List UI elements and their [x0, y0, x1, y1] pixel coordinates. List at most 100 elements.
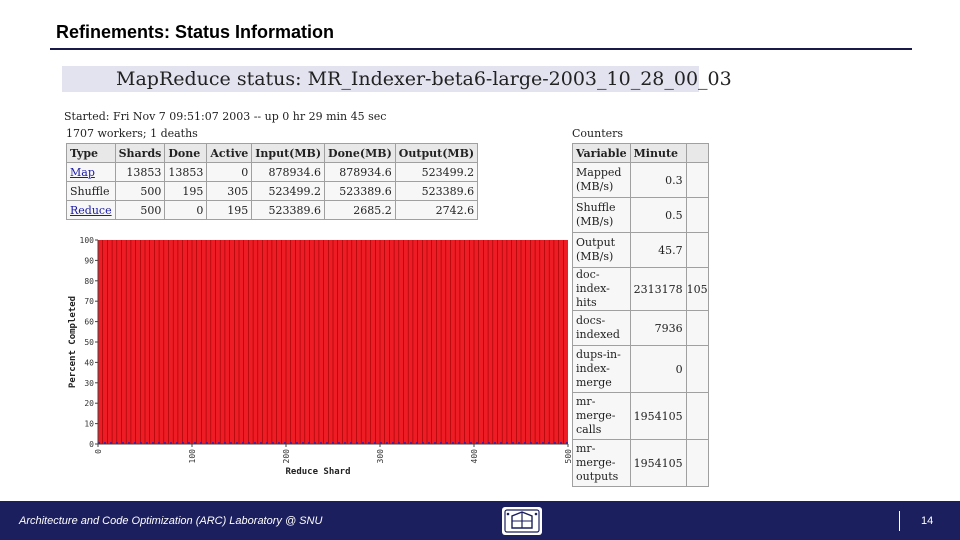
reduce-link[interactable]: Reduce: [67, 201, 115, 219]
y-tick-label: 40: [84, 358, 94, 367]
cell-output: 2742.6: [395, 201, 478, 219]
workers-line: 1707 workers; 1 deaths: [66, 127, 198, 140]
col-overflow: [686, 144, 708, 162]
table-row: Output (MB/s) 45.7: [573, 233, 708, 267]
university-seal-icon: [502, 507, 542, 535]
y-tick-label: 90: [84, 256, 94, 265]
col-active: Active: [207, 144, 252, 162]
counter-variable: doc-index-hits: [573, 268, 630, 310]
counters-table: Variable Minute Mapped (MB/s) 0.3 Shuffl…: [572, 143, 709, 487]
counter-minute: 0: [630, 346, 686, 392]
counters-title: Counters: [572, 127, 624, 140]
col-done-mb: Done(MB): [325, 144, 395, 162]
cell-input: 523499.2: [252, 182, 325, 200]
title-divider: [50, 48, 912, 50]
y-tick-label: 50: [84, 338, 94, 347]
cell-shards: 500: [115, 201, 165, 219]
y-tick-label: 80: [84, 277, 94, 286]
y-axis-label: Percent Completed: [68, 296, 78, 388]
cell-input: 878934.6: [252, 163, 325, 181]
page-number: 14: [921, 515, 934, 527]
y-tick-label: 70: [84, 297, 94, 306]
counter-minute: 1954105: [630, 440, 686, 486]
y-tick-label: 60: [84, 318, 94, 327]
col-variable: Variable: [573, 144, 630, 162]
cell-output: 523389.6: [395, 182, 478, 200]
cell-done: 195: [165, 182, 207, 200]
table-row: mr-merge-outputs 1954105: [573, 440, 708, 486]
y-tick-label: 20: [84, 399, 94, 408]
cell-shards: 13853: [115, 163, 165, 181]
slide-footer: Architecture and Code Optimization (ARC)…: [0, 501, 960, 540]
cell-input: 523389.6: [252, 201, 325, 219]
counter-minute: 7936: [630, 311, 686, 345]
table-row: doc-index-hits 2313178 105: [573, 268, 708, 310]
y-tick-label: 10: [84, 420, 94, 429]
x-tick-label: 100: [188, 449, 197, 464]
x-tick-label: 500: [564, 449, 573, 464]
cell-shards: 500: [115, 182, 165, 200]
counter-variable: Shuffle (MB/s): [573, 198, 630, 232]
counter-variable: Output (MB/s): [573, 233, 630, 267]
cell-done: 0: [165, 201, 207, 219]
col-shards: Shards: [115, 144, 165, 162]
table-row: Shuffle (MB/s) 0.5: [573, 198, 708, 232]
footer-lab-name: Architecture and Code Optimization (ARC)…: [19, 515, 323, 527]
status-heading: MapReduce status: MR_Indexer-beta6-large…: [116, 68, 732, 90]
phase-table-header: Type Shards Done Active Input(MB) Done(M…: [67, 144, 478, 162]
counter-minute: 0.5: [630, 198, 686, 232]
table-row: dups-in-index-merge 0: [573, 346, 708, 392]
counter-overflow: [686, 163, 708, 197]
cell-active: 0: [207, 163, 252, 181]
cell-done-mb: 878934.6: [325, 163, 395, 181]
x-tick-label: 400: [470, 449, 479, 464]
y-tick-label: 0: [89, 440, 94, 449]
reduce-progress-chart: 0 10 20 30 40 50 60 70 80 90 100 0 100 200 300 400 500 Re…: [68, 236, 573, 477]
table-row: Map 13853 13853 0 878934.6 878934.6 5234…: [67, 163, 478, 181]
counter-variable: dups-in-index-merge: [573, 346, 630, 392]
slide-title: Refinements: Status Information: [56, 22, 335, 42]
counter-overflow: [686, 198, 708, 232]
counter-overflow: [686, 346, 708, 392]
cell-output: 523499.2: [395, 163, 478, 181]
map-link[interactable]: Map: [67, 163, 115, 181]
y-tick-label: 30: [84, 379, 94, 388]
table-row: docs-indexed 7936: [573, 311, 708, 345]
counter-variable: docs-indexed: [573, 311, 630, 345]
col-done: Done: [165, 144, 207, 162]
cell-done-mb: 2685.2: [325, 201, 395, 219]
cell-active: 195: [207, 201, 252, 219]
counter-minute: 45.7: [630, 233, 686, 267]
status-page-screenshot: MapReduce status: MR_Indexer-beta6-large…: [62, 64, 732, 487]
counter-overflow: 105: [686, 268, 708, 310]
counter-variable: Mapped (MB/s): [573, 163, 630, 197]
y-tick-label: 100: [80, 236, 95, 245]
cell-done-mb: 523389.6: [325, 182, 395, 200]
cell-done: 13853: [165, 163, 207, 181]
counter-variable: mr-merge-outputs: [573, 440, 630, 486]
started-line: Started: Fri Nov 7 09:51:07 2003 -- up 0…: [64, 110, 387, 123]
counter-minute: 1954105: [630, 393, 686, 439]
counter-overflow: [686, 440, 708, 486]
counter-overflow: [686, 393, 708, 439]
col-minute: Minute: [630, 144, 686, 162]
status-banner: MapReduce status: MR_Indexer-beta6-large…: [62, 66, 732, 92]
col-type: Type: [67, 144, 115, 162]
col-input: Input(MB): [252, 144, 325, 162]
footer-separator: [899, 511, 900, 531]
cell-active: 305: [207, 182, 252, 200]
counter-overflow: [686, 233, 708, 267]
counter-minute: 2313178: [630, 268, 686, 310]
counters-header: Variable Minute: [573, 144, 708, 162]
x-axis-label: Reduce Shard: [285, 467, 350, 477]
col-output: Output(MB): [395, 144, 478, 162]
x-tick-label: 200: [282, 449, 291, 464]
table-row: Mapped (MB/s) 0.3: [573, 163, 708, 197]
counter-minute: 0.3: [630, 163, 686, 197]
table-row: mr-merge-calls 1954105: [573, 393, 708, 439]
counter-overflow: [686, 311, 708, 345]
table-row: Shuffle 500 195 305 523499.2 523389.6 52…: [67, 182, 478, 200]
x-tick-label: 300: [376, 449, 385, 464]
x-tick-label: 0: [94, 449, 103, 454]
counter-variable: mr-merge-calls: [573, 393, 630, 439]
